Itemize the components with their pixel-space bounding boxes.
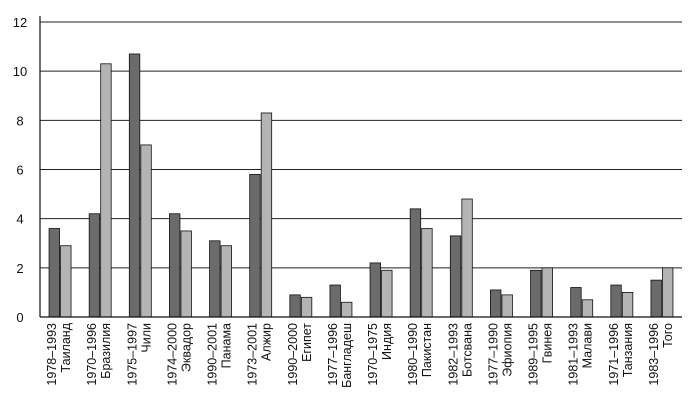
- y-axis-tick-labels: 0 2 4 6 8 10 12: [13, 15, 27, 325]
- category-country-label: Алжир: [260, 323, 274, 361]
- bar-series-1-12: [530, 269, 542, 318]
- category-country-label: Бангладеш: [340, 323, 354, 388]
- category-country-label: Чили: [139, 323, 153, 353]
- bar-series-1-11: [490, 289, 502, 318]
- bar-series-1-4: [209, 240, 221, 318]
- category-country-label: Того: [661, 323, 675, 348]
- category-country-label: Гвинея: [541, 323, 555, 363]
- category-country-label: Танзания: [621, 323, 635, 377]
- category-years-label: 1974–2000: [165, 323, 179, 386]
- bar-series-2-6: [300, 296, 313, 318]
- bar-series-2-2: [140, 144, 152, 318]
- bar-series-1-5: [249, 174, 261, 318]
- category-country-label: Индия: [380, 323, 394, 360]
- axes: [39, 16, 682, 318]
- bar-series-2-8: [381, 269, 393, 318]
- category-country-label: Эквадор: [179, 323, 193, 372]
- bar-series-1-7: [329, 284, 341, 318]
- category-country-label: Египет: [300, 323, 314, 362]
- bar-series-2-10: [461, 198, 473, 318]
- category-country-label: Пакистан: [420, 323, 434, 377]
- y-tick-label: 12: [13, 15, 27, 30]
- bar-series-1-15: [650, 279, 662, 318]
- category-years-label: 1970–1996: [85, 323, 99, 386]
- category-years-label: 1990–2000: [286, 323, 300, 386]
- category-country-label: Таиланд: [59, 322, 73, 372]
- bar-series-2-15: [662, 267, 674, 318]
- category-years-label: 1983–1996: [647, 323, 661, 386]
- category-years-label: 1978–1993: [45, 323, 59, 386]
- bar-series-2-7: [341, 301, 353, 318]
- bar-series-2-3: [180, 230, 192, 318]
- category-years-label: 1982–1993: [446, 323, 460, 386]
- y-tick-label: 10: [13, 64, 27, 79]
- bar-series-1-9: [409, 208, 422, 318]
- bar-series-1-10: [449, 235, 462, 318]
- bar-series-1-13: [570, 287, 582, 318]
- bar-series-1-6: [289, 294, 301, 318]
- y-tick-label: 2: [16, 261, 23, 276]
- category-years-label: 1971–1996: [607, 323, 621, 386]
- bar-series-2-0: [60, 245, 72, 318]
- bar-series-1-2: [128, 53, 141, 318]
- bar-series-2-1: [100, 63, 112, 318]
- category-years-label: 1975–1997: [125, 323, 139, 386]
- bar-series-1-1: [88, 213, 101, 318]
- category-years-label: 1973–2001: [246, 323, 260, 386]
- y-tick-label: 6: [16, 163, 23, 178]
- category-years-label: 1989–1995: [527, 323, 541, 386]
- category-years-label: 1980–1990: [406, 323, 420, 386]
- bar-series-2-11: [501, 294, 513, 318]
- category-years-label: 1977–1990: [486, 323, 500, 386]
- category-country-label: Малави: [581, 323, 595, 368]
- category-country-label: Бразилия: [99, 323, 113, 379]
- bar-series-2-12: [541, 267, 553, 318]
- y-tick-label: 8: [16, 113, 23, 128]
- y-tick-label: 4: [16, 212, 23, 227]
- category-country-label: Ботсвана: [460, 323, 474, 377]
- category-years-label: 1970–1975: [366, 323, 380, 386]
- y-tick-label: 0: [16, 310, 23, 325]
- bars: [48, 53, 674, 318]
- category-years-label: 1981–1993: [567, 323, 581, 386]
- category-country-label: Панама: [220, 323, 234, 368]
- bar-series-2-9: [421, 228, 433, 318]
- bar-series-2-13: [581, 299, 594, 318]
- x-axis-category-labels: 1978–1993 Таиланд 1970–1996 Бразилия 1975–19…: [45, 322, 675, 388]
- bar-series-1-14: [610, 284, 622, 318]
- category-years-label: 1990–2001: [206, 323, 220, 386]
- category-country-label: Эфиопия: [500, 323, 514, 377]
- bar-series-1-3: [169, 213, 181, 318]
- bar-series-2-5: [260, 112, 273, 318]
- bar-series-2-14: [621, 292, 634, 318]
- bar-series-1-0: [48, 228, 60, 318]
- bar-series-1-8: [369, 262, 381, 318]
- category-years-label: 1977–1996: [326, 323, 340, 386]
- bar-series-2-4: [220, 245, 232, 318]
